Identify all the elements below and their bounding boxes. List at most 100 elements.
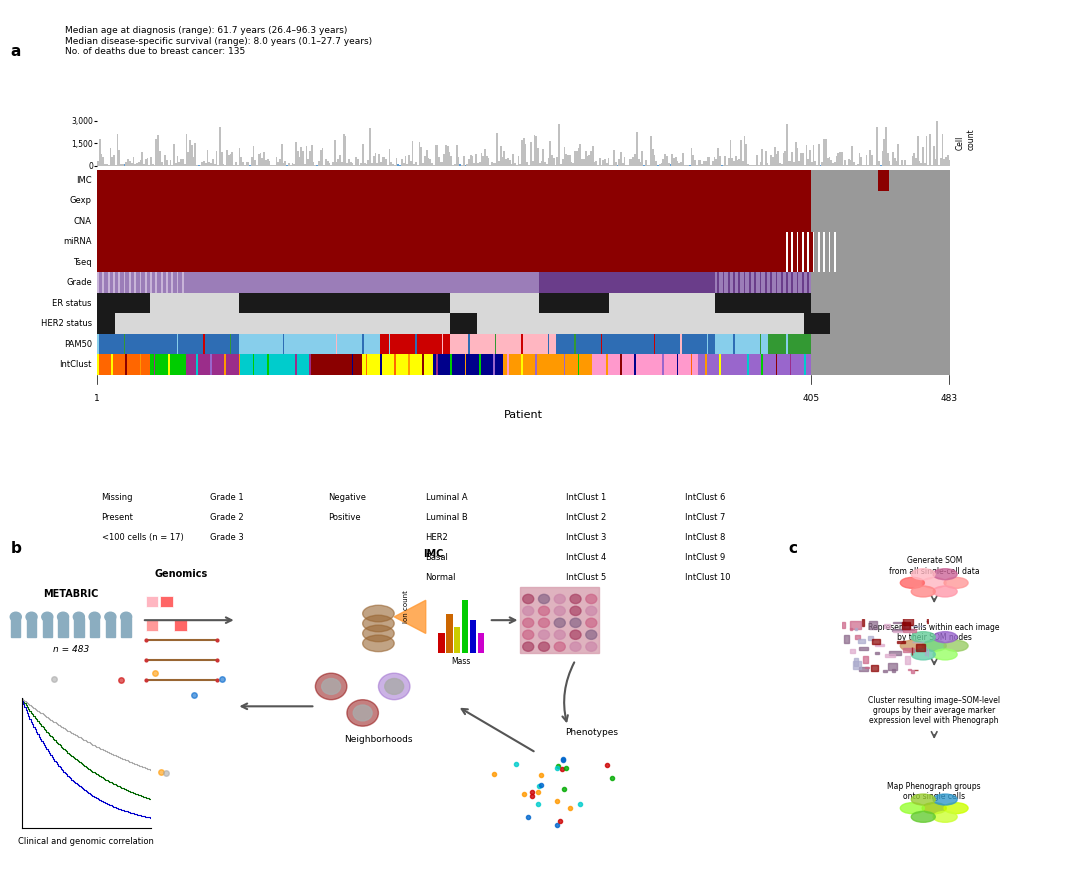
Bar [403, 232, 405, 252]
Bar [828, 232, 831, 252]
Bar [720, 170, 723, 191]
Bar [778, 151, 779, 166]
Bar [708, 334, 711, 355]
Bar [364, 314, 366, 334]
Bar [750, 252, 751, 272]
Bar [440, 334, 442, 355]
Bar [316, 170, 318, 191]
Bar [526, 211, 528, 232]
Bar [400, 252, 401, 272]
Bar [306, 232, 308, 252]
Bar [105, 252, 106, 272]
Bar [159, 151, 161, 166]
Bar [345, 136, 347, 166]
Bar [214, 314, 216, 334]
Bar [400, 293, 401, 314]
Bar [828, 293, 831, 314]
Bar [341, 170, 342, 191]
Bar [934, 355, 936, 375]
Bar [375, 232, 376, 252]
Bar [778, 334, 779, 355]
Bar [356, 160, 359, 166]
Bar [289, 252, 292, 272]
Bar [386, 170, 387, 191]
Bar [706, 191, 708, 211]
Bar [507, 232, 509, 252]
Bar [306, 293, 308, 314]
Bar [928, 232, 929, 252]
Bar [129, 252, 131, 272]
Bar [97, 272, 99, 293]
Bar [562, 232, 564, 252]
Bar [113, 334, 114, 355]
Bar [400, 170, 401, 191]
Bar [342, 334, 345, 355]
Bar [429, 191, 431, 211]
Bar [507, 211, 509, 232]
Bar [294, 170, 295, 191]
Bar [225, 170, 226, 191]
Bar [467, 293, 468, 314]
Bar [440, 211, 442, 232]
Bar [947, 170, 948, 191]
Bar [652, 252, 653, 272]
Bar [500, 146, 502, 166]
Bar [894, 191, 895, 211]
Bar [920, 191, 922, 211]
Bar [322, 252, 323, 272]
Bar [489, 232, 491, 252]
Bar [536, 314, 537, 334]
Bar [719, 191, 720, 211]
Bar [173, 232, 175, 252]
Bar [636, 252, 637, 272]
Bar [216, 211, 217, 232]
Bar [219, 126, 220, 166]
Bar [534, 170, 536, 191]
Bar [172, 211, 173, 232]
Bar [562, 314, 564, 334]
Bar [841, 293, 842, 314]
Bar [487, 272, 489, 293]
Bar [127, 191, 129, 211]
Bar [856, 170, 859, 191]
Bar [629, 272, 631, 293]
Bar [405, 232, 406, 252]
Text: Grade 3: Grade 3 [210, 533, 243, 542]
Bar [463, 272, 464, 293]
Bar [364, 211, 366, 232]
Bar [222, 170, 225, 191]
Bar [212, 211, 214, 232]
Bar [808, 334, 809, 355]
Bar [286, 211, 288, 232]
Bar [461, 293, 463, 314]
Bar [828, 272, 831, 293]
Bar [564, 272, 565, 293]
Bar [779, 232, 781, 252]
Bar [733, 272, 734, 293]
Bar [420, 334, 422, 355]
Bar [308, 159, 309, 166]
Text: Grade 2: Grade 2 [210, 513, 243, 521]
Circle shape [933, 586, 957, 597]
Bar [725, 211, 726, 232]
Bar [395, 252, 397, 272]
Bar [408, 293, 410, 314]
Bar [631, 355, 633, 375]
Bar [719, 170, 720, 191]
Bar [361, 163, 362, 166]
Bar [131, 272, 133, 293]
Bar [839, 170, 841, 191]
Bar [300, 170, 302, 191]
Bar [362, 144, 364, 166]
Bar [272, 334, 274, 355]
Bar [440, 162, 442, 166]
Bar [634, 293, 636, 314]
Bar [712, 191, 714, 211]
Bar [564, 211, 565, 232]
Bar [158, 252, 159, 272]
Bar [926, 136, 928, 166]
Text: Patient: Patient [504, 410, 543, 419]
Bar [447, 211, 448, 232]
Bar [856, 334, 859, 355]
Bar [159, 293, 161, 314]
